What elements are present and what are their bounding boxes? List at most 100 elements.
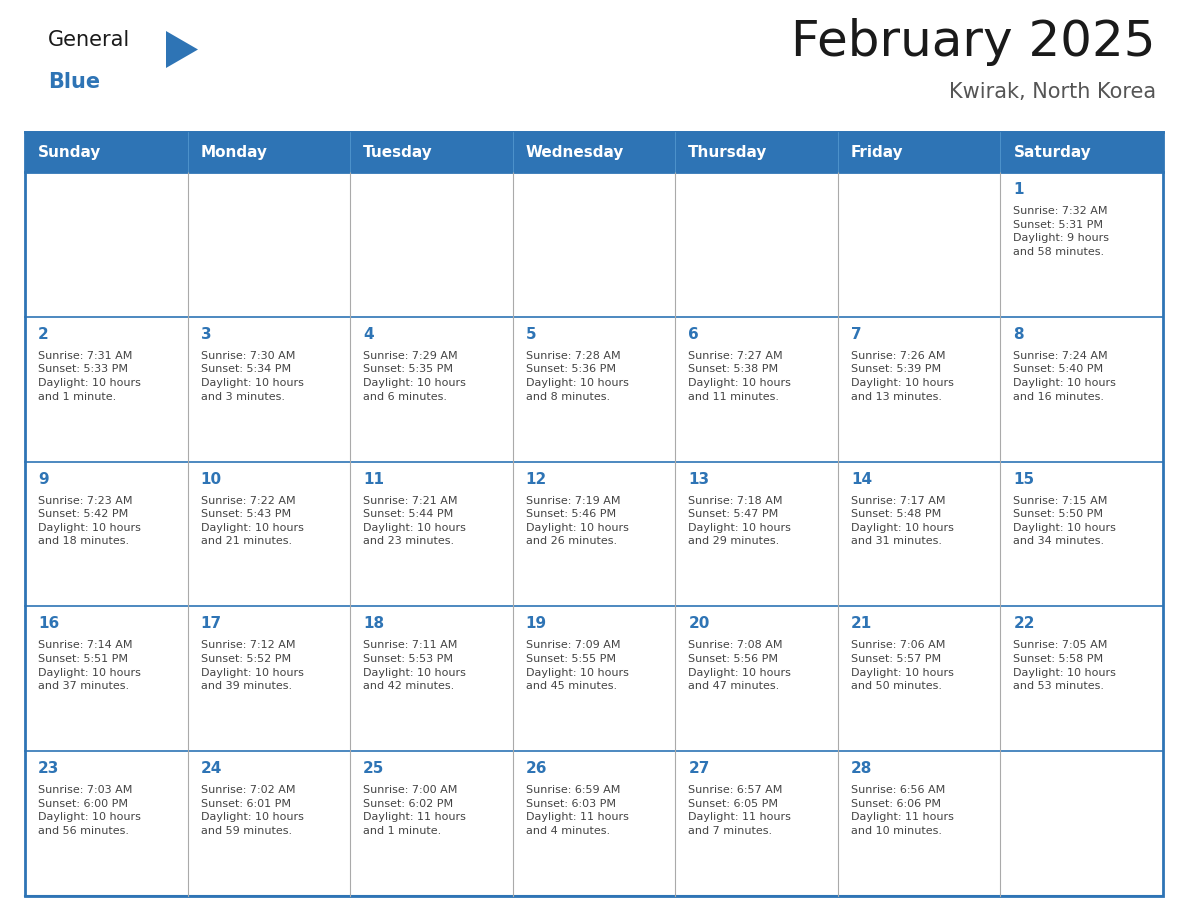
Bar (838, 317, 1000, 462)
Text: 1: 1 (1013, 182, 1024, 197)
Text: Monday: Monday (201, 144, 267, 160)
Text: Sunrise: 7:26 AM
Sunset: 5:39 PM
Daylight: 10 hours
and 13 minutes.: Sunrise: 7:26 AM Sunset: 5:39 PM Dayligh… (851, 351, 954, 401)
Text: Sunrise: 7:09 AM
Sunset: 5:55 PM
Daylight: 10 hours
and 45 minutes.: Sunrise: 7:09 AM Sunset: 5:55 PM Dayligh… (526, 641, 628, 691)
Text: General: General (48, 30, 131, 50)
Bar (25, 607, 188, 751)
Bar (350, 172, 513, 317)
Text: 21: 21 (851, 616, 872, 632)
Bar (675, 172, 838, 317)
Text: Saturday: Saturday (1013, 144, 1092, 160)
Bar (188, 317, 350, 462)
Bar (350, 751, 513, 896)
Text: Friday: Friday (851, 144, 904, 160)
Bar (675, 751, 838, 896)
Text: Sunrise: 7:19 AM
Sunset: 5:46 PM
Daylight: 10 hours
and 26 minutes.: Sunrise: 7:19 AM Sunset: 5:46 PM Dayligh… (526, 496, 628, 546)
Bar (188, 607, 350, 751)
Text: 24: 24 (201, 761, 222, 777)
Text: February 2025: February 2025 (791, 18, 1156, 66)
Bar (838, 172, 1000, 317)
Text: 14: 14 (851, 472, 872, 487)
Bar (350, 317, 513, 462)
Text: 9: 9 (38, 472, 49, 487)
Bar (25, 132, 1163, 896)
Bar (1000, 172, 1163, 317)
Text: 4: 4 (364, 327, 374, 341)
Text: 23: 23 (38, 761, 59, 777)
Text: Sunrise: 7:11 AM
Sunset: 5:53 PM
Daylight: 10 hours
and 42 minutes.: Sunrise: 7:11 AM Sunset: 5:53 PM Dayligh… (364, 641, 466, 691)
Text: 27: 27 (688, 761, 709, 777)
Text: 18: 18 (364, 616, 384, 632)
Text: Sunrise: 6:57 AM
Sunset: 6:05 PM
Daylight: 11 hours
and 7 minutes.: Sunrise: 6:57 AM Sunset: 6:05 PM Dayligh… (688, 785, 791, 836)
Text: 15: 15 (1013, 472, 1035, 487)
Text: Thursday: Thursday (688, 144, 767, 160)
Text: 16: 16 (38, 616, 59, 632)
Text: Sunrise: 7:24 AM
Sunset: 5:40 PM
Daylight: 10 hours
and 16 minutes.: Sunrise: 7:24 AM Sunset: 5:40 PM Dayligh… (1013, 351, 1117, 401)
Text: 11: 11 (364, 472, 384, 487)
Text: Sunrise: 7:30 AM
Sunset: 5:34 PM
Daylight: 10 hours
and 3 minutes.: Sunrise: 7:30 AM Sunset: 5:34 PM Dayligh… (201, 351, 303, 401)
Bar (25, 132, 1163, 172)
Text: 5: 5 (526, 327, 536, 341)
Text: Blue: Blue (48, 72, 100, 92)
Text: 17: 17 (201, 616, 222, 632)
Text: Sunrise: 7:32 AM
Sunset: 5:31 PM
Daylight: 9 hours
and 58 minutes.: Sunrise: 7:32 AM Sunset: 5:31 PM Dayligh… (1013, 206, 1110, 257)
Text: 22: 22 (1013, 616, 1035, 632)
Text: Sunrise: 7:17 AM
Sunset: 5:48 PM
Daylight: 10 hours
and 31 minutes.: Sunrise: 7:17 AM Sunset: 5:48 PM Dayligh… (851, 496, 954, 546)
Text: Sunrise: 7:03 AM
Sunset: 6:00 PM
Daylight: 10 hours
and 56 minutes.: Sunrise: 7:03 AM Sunset: 6:00 PM Dayligh… (38, 785, 141, 836)
Text: Sunrise: 7:15 AM
Sunset: 5:50 PM
Daylight: 10 hours
and 34 minutes.: Sunrise: 7:15 AM Sunset: 5:50 PM Dayligh… (1013, 496, 1117, 546)
Bar (25, 751, 188, 896)
Text: 8: 8 (1013, 327, 1024, 341)
Bar (25, 462, 188, 607)
Bar (513, 462, 675, 607)
Bar (513, 607, 675, 751)
Text: 26: 26 (526, 761, 548, 777)
Text: 2: 2 (38, 327, 49, 341)
Text: Sunrise: 6:56 AM
Sunset: 6:06 PM
Daylight: 11 hours
and 10 minutes.: Sunrise: 6:56 AM Sunset: 6:06 PM Dayligh… (851, 785, 954, 836)
Bar (1000, 317, 1163, 462)
Text: 19: 19 (526, 616, 546, 632)
Bar (188, 751, 350, 896)
Bar (1000, 607, 1163, 751)
Bar (513, 317, 675, 462)
Bar (675, 607, 838, 751)
Text: Sunrise: 7:08 AM
Sunset: 5:56 PM
Daylight: 10 hours
and 47 minutes.: Sunrise: 7:08 AM Sunset: 5:56 PM Dayligh… (688, 641, 791, 691)
Text: 20: 20 (688, 616, 709, 632)
Text: Sunrise: 7:12 AM
Sunset: 5:52 PM
Daylight: 10 hours
and 39 minutes.: Sunrise: 7:12 AM Sunset: 5:52 PM Dayligh… (201, 641, 303, 691)
Bar (350, 462, 513, 607)
Text: 10: 10 (201, 472, 222, 487)
Text: Sunrise: 7:27 AM
Sunset: 5:38 PM
Daylight: 10 hours
and 11 minutes.: Sunrise: 7:27 AM Sunset: 5:38 PM Dayligh… (688, 351, 791, 401)
Text: Tuesday: Tuesday (364, 144, 432, 160)
Text: 28: 28 (851, 761, 872, 777)
Text: Sunrise: 7:22 AM
Sunset: 5:43 PM
Daylight: 10 hours
and 21 minutes.: Sunrise: 7:22 AM Sunset: 5:43 PM Dayligh… (201, 496, 303, 546)
Text: 7: 7 (851, 327, 861, 341)
Bar (1000, 751, 1163, 896)
Bar (188, 172, 350, 317)
Bar (838, 751, 1000, 896)
Text: Sunrise: 7:02 AM
Sunset: 6:01 PM
Daylight: 10 hours
and 59 minutes.: Sunrise: 7:02 AM Sunset: 6:01 PM Dayligh… (201, 785, 303, 836)
Text: 13: 13 (688, 472, 709, 487)
Text: Sunrise: 7:06 AM
Sunset: 5:57 PM
Daylight: 10 hours
and 50 minutes.: Sunrise: 7:06 AM Sunset: 5:57 PM Dayligh… (851, 641, 954, 691)
Bar (513, 751, 675, 896)
Bar (675, 462, 838, 607)
Text: Sunrise: 7:18 AM
Sunset: 5:47 PM
Daylight: 10 hours
and 29 minutes.: Sunrise: 7:18 AM Sunset: 5:47 PM Dayligh… (688, 496, 791, 546)
Text: 3: 3 (201, 327, 211, 341)
Bar (350, 607, 513, 751)
Bar (25, 172, 188, 317)
Text: 25: 25 (364, 761, 385, 777)
Bar (838, 462, 1000, 607)
Text: Kwirak, North Korea: Kwirak, North Korea (949, 82, 1156, 102)
Bar (675, 317, 838, 462)
Bar (25, 317, 188, 462)
Text: Sunrise: 7:23 AM
Sunset: 5:42 PM
Daylight: 10 hours
and 18 minutes.: Sunrise: 7:23 AM Sunset: 5:42 PM Dayligh… (38, 496, 141, 546)
Bar (188, 462, 350, 607)
Text: 12: 12 (526, 472, 546, 487)
Bar (513, 172, 675, 317)
Text: Sunrise: 6:59 AM
Sunset: 6:03 PM
Daylight: 11 hours
and 4 minutes.: Sunrise: 6:59 AM Sunset: 6:03 PM Dayligh… (526, 785, 628, 836)
Text: Sunrise: 7:05 AM
Sunset: 5:58 PM
Daylight: 10 hours
and 53 minutes.: Sunrise: 7:05 AM Sunset: 5:58 PM Dayligh… (1013, 641, 1117, 691)
Text: 6: 6 (688, 327, 699, 341)
Text: Sunrise: 7:31 AM
Sunset: 5:33 PM
Daylight: 10 hours
and 1 minute.: Sunrise: 7:31 AM Sunset: 5:33 PM Dayligh… (38, 351, 141, 401)
Text: Sunday: Sunday (38, 144, 101, 160)
Polygon shape (166, 31, 198, 68)
Text: Wednesday: Wednesday (526, 144, 624, 160)
Bar (1000, 462, 1163, 607)
Text: Sunrise: 7:28 AM
Sunset: 5:36 PM
Daylight: 10 hours
and 8 minutes.: Sunrise: 7:28 AM Sunset: 5:36 PM Dayligh… (526, 351, 628, 401)
